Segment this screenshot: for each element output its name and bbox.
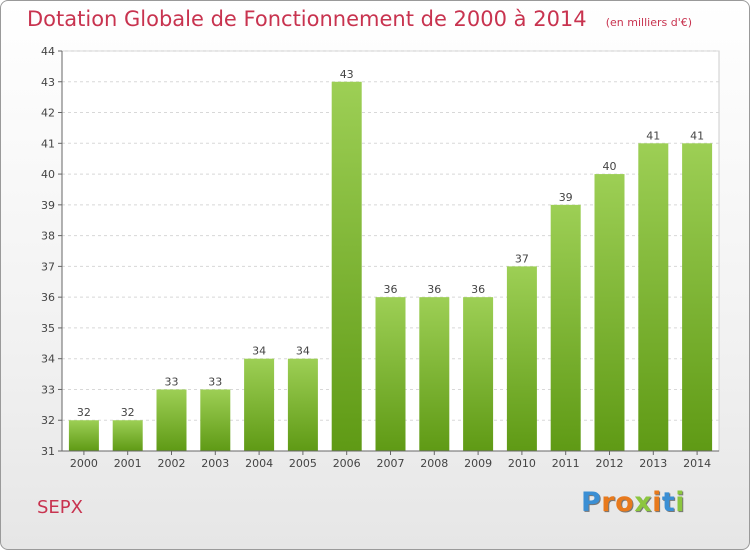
bar	[200, 389, 231, 451]
y-tick-label: 34	[41, 353, 55, 366]
bar	[638, 143, 669, 452]
x-tick-label: 2012	[596, 457, 624, 470]
y-tick-label: 44	[41, 45, 55, 58]
data-label: 34	[252, 345, 266, 358]
bar	[463, 297, 494, 451]
data-label: 39	[559, 191, 573, 204]
bar	[68, 420, 99, 451]
x-tick-label: 2006	[333, 457, 361, 470]
bar	[419, 297, 450, 451]
data-label: 36	[427, 283, 441, 296]
brand-logo: Proxiti	[581, 487, 686, 518]
y-tick-label: 40	[41, 168, 55, 181]
data-label: 32	[121, 406, 135, 419]
y-tick-label: 41	[41, 137, 55, 150]
data-label: 40	[603, 160, 617, 173]
y-tick-label: 42	[41, 107, 55, 120]
y-tick-label: 36	[41, 291, 55, 304]
y-tick-label: 31	[41, 445, 55, 458]
x-tick-label: 2014	[683, 457, 711, 470]
data-label: 34	[296, 345, 310, 358]
chart-title: Dotation Globale de Fonctionnement de 20…	[27, 7, 587, 31]
data-label: 33	[208, 375, 222, 388]
x-tick-label: 2007	[377, 457, 405, 470]
x-tick-label: 2010	[508, 457, 536, 470]
bar	[682, 143, 713, 452]
bar	[550, 204, 581, 451]
x-tick-label: 2001	[114, 457, 142, 470]
y-tick-label: 33	[41, 383, 55, 396]
data-label: 32	[77, 406, 91, 419]
title-row: Dotation Globale de Fonctionnement de 20…	[27, 7, 692, 31]
data-label: 41	[690, 129, 704, 142]
x-tick-label: 2000	[70, 457, 98, 470]
bar	[287, 358, 318, 451]
y-tick-label: 35	[41, 322, 55, 335]
y-tick-label: 32	[41, 414, 55, 427]
bar	[331, 81, 362, 452]
y-tick-label: 38	[41, 230, 55, 243]
y-tick-label: 43	[41, 76, 55, 89]
x-tick-label: 2008	[420, 457, 448, 470]
data-label: 37	[515, 252, 529, 265]
chart-subtitle: (en milliers d'€)	[605, 16, 693, 29]
data-label: 33	[165, 375, 179, 388]
bar	[506, 266, 537, 451]
x-tick-label: 2004	[245, 457, 273, 470]
bar	[375, 297, 406, 451]
x-tick-label: 2002	[158, 457, 186, 470]
x-tick-label: 2009	[464, 457, 492, 470]
bar	[156, 389, 187, 451]
x-tick-label: 2013	[639, 457, 667, 470]
x-tick-label: 2005	[289, 457, 317, 470]
bar	[594, 174, 625, 452]
y-tick-label: 39	[41, 199, 55, 212]
y-tick-label: 37	[41, 260, 55, 273]
data-label: 41	[646, 129, 660, 142]
x-tick-label: 2011	[552, 457, 580, 470]
commune-label: SEPX	[37, 497, 83, 518]
data-label: 36	[384, 283, 398, 296]
bar	[112, 420, 143, 451]
bar	[244, 358, 275, 451]
data-label: 43	[340, 68, 354, 81]
data-label: 36	[471, 283, 485, 296]
x-tick-label: 2003	[201, 457, 229, 470]
